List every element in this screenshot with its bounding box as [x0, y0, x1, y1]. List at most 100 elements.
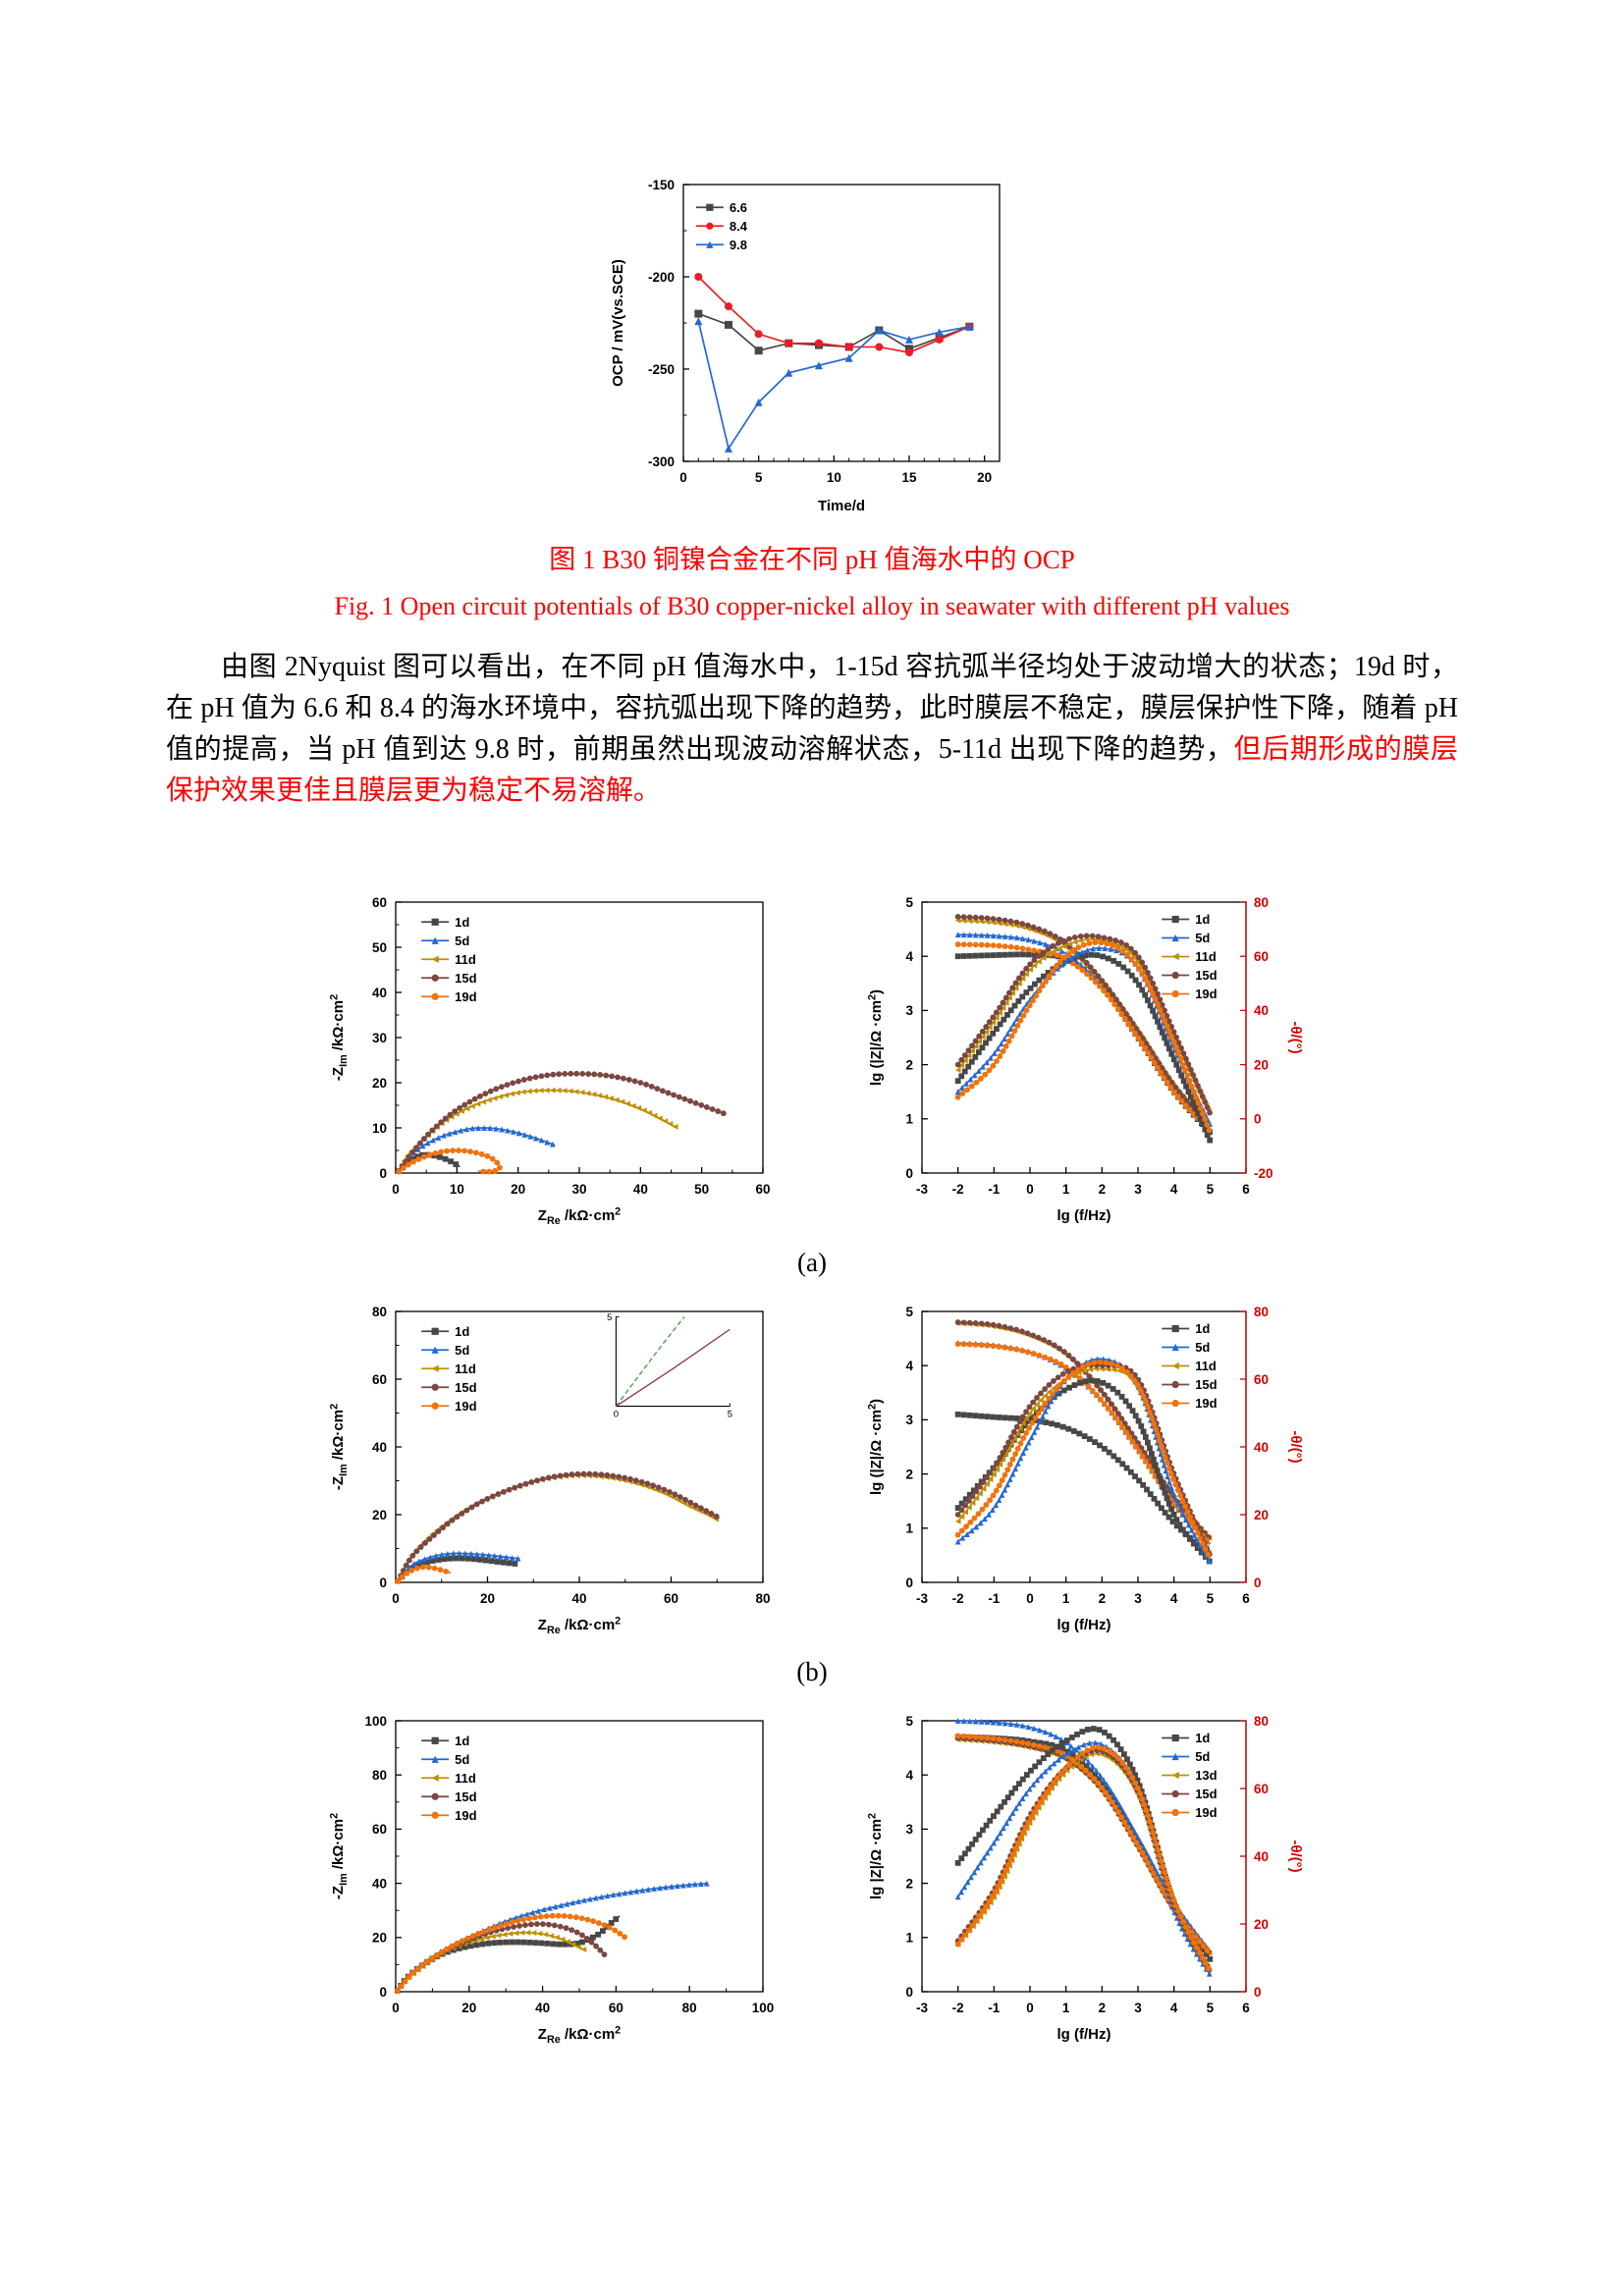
svg-text:15d: 15d: [455, 1789, 476, 1804]
svg-text:5d: 5d: [1195, 1749, 1210, 1764]
svg-text:-150: -150: [648, 178, 675, 192]
svg-text:2: 2: [905, 1057, 913, 1072]
svg-text:2: 2: [905, 1876, 913, 1891]
svg-text:0: 0: [905, 1166, 913, 1181]
svg-text:4: 4: [905, 1359, 913, 1373]
svg-text:0: 0: [392, 2001, 400, 2015]
svg-text:1: 1: [1062, 1182, 1070, 1197]
svg-text:20: 20: [977, 470, 992, 485]
svg-text:lg (|Z|/Ω ·cm2): lg (|Z|/Ω ·cm2): [866, 989, 885, 1086]
svg-text:8.4: 8.4: [730, 219, 748, 234]
paragraph-text-red: 但后期形成的膜层保护效果更佳且膜层更为稳定不易溶解。: [166, 734, 1458, 806]
figure2-row-c: 0 20 40 60 80 100 0 20 40 60 80 100 1d 5d 11d 15d 19d ZRe…: [0, 1707, 1624, 2053]
svg-text:20: 20: [372, 1508, 387, 1522]
svg-text:-2: -2: [952, 2001, 964, 2015]
svg-text:-θ/(°): -θ/(°): [1287, 1430, 1303, 1463]
svg-text:100: 100: [752, 2001, 775, 2015]
svg-text:6: 6: [1242, 1591, 1250, 1606]
svg-text:15: 15: [901, 470, 917, 485]
svg-text:5: 5: [728, 1410, 732, 1420]
svg-text:-ZIm /kΩ·cm2: -ZIm /kΩ·cm2: [328, 994, 350, 1081]
svg-text:0: 0: [679, 470, 687, 485]
svg-text:19d: 19d: [455, 1399, 476, 1414]
svg-text:-ZIm /kΩ·cm2: -ZIm /kΩ·cm2: [328, 1813, 350, 1899]
svg-text:40: 40: [372, 1440, 387, 1455]
svg-text:11d: 11d: [1195, 949, 1217, 964]
svg-text:-3: -3: [916, 1591, 928, 1606]
svg-text:lg (f/Hz): lg (f/Hz): [1057, 2026, 1111, 2043]
svg-text:Time/d: Time/d: [818, 498, 865, 514]
svg-text:60: 60: [372, 895, 387, 910]
svg-text:-2: -2: [952, 1591, 964, 1606]
figure2-row-a: 0 10 20 30 40 50 60 0 10 20 30 40 50 60 1d 5d 11d 15d 19d Z…: [0, 888, 1624, 1234]
svg-text:3: 3: [1134, 1591, 1142, 1606]
svg-text:10: 10: [372, 1121, 387, 1136]
svg-text:50: 50: [372, 940, 387, 955]
svg-text:11d: 11d: [455, 1771, 476, 1786]
nyquist-chart-b: 0 20 40 60 80 0 20 40 60 80 1d 5d 11d 15d 19d ZRe /kΩ·c…: [328, 1305, 770, 1636]
body-paragraph: 由图 2Nyquist 图可以看出，在不同 pH 值海水中，1-15d 容抗弧半…: [166, 647, 1458, 812]
nyquist-chart-a: 0 10 20 30 40 50 60 0 10 20 30 40 50 60 1d 5d 11d 15d 19d Z…: [328, 895, 770, 1227]
svg-text:4: 4: [905, 1768, 913, 1783]
svg-text:lg |Z|/Ω ·cm2: lg |Z|/Ω ·cm2: [866, 1813, 885, 1899]
svg-text:9.8: 9.8: [730, 238, 747, 252]
svg-text:4: 4: [1170, 1182, 1178, 1197]
svg-text:0: 0: [379, 1985, 387, 2000]
svg-text:80: 80: [372, 1768, 387, 1783]
svg-text:40: 40: [571, 1591, 586, 1606]
svg-text:40: 40: [633, 1182, 648, 1197]
svg-text:4: 4: [1170, 2001, 1178, 2015]
svg-text:15d: 15d: [1195, 1787, 1217, 1801]
svg-text:1: 1: [1062, 1591, 1070, 1606]
svg-text:lg (|Z|/Ω ·cm2): lg (|Z|/Ω ·cm2): [866, 1399, 885, 1495]
svg-text:5d: 5d: [455, 1343, 469, 1358]
svg-text:40: 40: [1254, 1849, 1269, 1864]
svg-text:40: 40: [372, 986, 387, 1000]
svg-text:-250: -250: [648, 362, 675, 377]
svg-text:5: 5: [905, 895, 913, 910]
svg-text:11d: 11d: [455, 1362, 476, 1376]
svg-text:0: 0: [379, 1575, 387, 1590]
svg-text:60: 60: [372, 1822, 387, 1837]
paragraph-text-black: 由图 2Nyquist 图可以看出，在不同 pH 值海水中，1-15d 容抗弧半…: [166, 652, 1458, 765]
svg-text:1d: 1d: [1195, 912, 1210, 927]
svg-text:0: 0: [1026, 1182, 1034, 1197]
svg-text:0: 0: [614, 1410, 619, 1420]
svg-text:-θ/(°): -θ/(°): [1287, 1840, 1303, 1872]
svg-text:100: 100: [364, 1714, 387, 1729]
sublabel-b: (b): [796, 1657, 828, 1686]
svg-text:-3: -3: [916, 2001, 928, 2015]
svg-text:60: 60: [1254, 1372, 1269, 1387]
svg-text:1: 1: [905, 1112, 913, 1127]
svg-text:15d: 15d: [1195, 1377, 1217, 1392]
svg-text:19d: 19d: [455, 989, 476, 1004]
svg-text:60: 60: [1254, 949, 1269, 964]
svg-text:20: 20: [461, 2001, 476, 2015]
svg-text:60: 60: [1254, 1782, 1269, 1796]
svg-text:20: 20: [1254, 1917, 1269, 1932]
svg-text:20: 20: [372, 1931, 387, 1946]
svg-text:1d: 1d: [455, 915, 469, 930]
svg-text:-1: -1: [988, 1591, 1000, 1606]
svg-text:4: 4: [1170, 1591, 1178, 1606]
svg-text:11d: 11d: [455, 952, 476, 967]
svg-text:0: 0: [379, 1166, 387, 1181]
svg-text:6.6: 6.6: [730, 200, 747, 215]
svg-text:ZRe /kΩ·cm2: ZRe /kΩ·cm2: [538, 1205, 621, 1227]
nyquist-chart-c: 0 20 40 60 80 100 0 20 40 60 80 100 1d 5d 11d 15d 19d ZRe…: [328, 1714, 775, 2046]
svg-text:3: 3: [905, 1822, 913, 1837]
svg-text:40: 40: [535, 2001, 550, 2015]
svg-text:30: 30: [571, 1182, 586, 1197]
svg-text:0: 0: [392, 1182, 400, 1197]
svg-text:-300: -300: [648, 454, 675, 469]
svg-text:0: 0: [1254, 1575, 1262, 1590]
svg-text:11d: 11d: [1195, 1359, 1217, 1373]
bode-chart-a: -3 -2 -1 0 1 2 3 4 5 6012345-200204060801d5d11d15…: [866, 895, 1303, 1224]
svg-text:3: 3: [905, 1413, 913, 1427]
svg-text:80: 80: [372, 1305, 387, 1319]
svg-text:10: 10: [827, 470, 841, 485]
svg-text:1: 1: [905, 1522, 913, 1536]
svg-text:80: 80: [1254, 1305, 1269, 1319]
svg-text:20: 20: [511, 1182, 525, 1197]
